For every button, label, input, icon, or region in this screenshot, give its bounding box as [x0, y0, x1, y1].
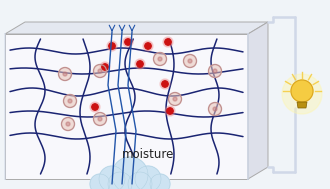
Circle shape	[282, 74, 322, 114]
Circle shape	[169, 92, 182, 105]
Circle shape	[135, 59, 145, 69]
Circle shape	[98, 117, 102, 121]
Text: moisture: moisture	[122, 148, 174, 161]
Circle shape	[112, 157, 148, 189]
Circle shape	[107, 41, 117, 51]
Circle shape	[143, 41, 153, 51]
Circle shape	[61, 118, 75, 130]
Circle shape	[90, 174, 110, 189]
Circle shape	[99, 166, 125, 189]
Circle shape	[68, 99, 72, 103]
Circle shape	[162, 81, 168, 87]
Circle shape	[108, 172, 132, 189]
Circle shape	[128, 172, 152, 189]
Circle shape	[125, 39, 131, 45]
Circle shape	[158, 57, 162, 61]
Circle shape	[100, 62, 110, 72]
Circle shape	[165, 106, 175, 116]
Polygon shape	[5, 22, 268, 34]
Circle shape	[209, 102, 221, 115]
Circle shape	[165, 39, 171, 45]
Circle shape	[209, 64, 221, 77]
Circle shape	[291, 80, 313, 102]
Circle shape	[123, 37, 133, 47]
Circle shape	[90, 102, 100, 112]
Polygon shape	[297, 102, 307, 108]
Circle shape	[109, 43, 115, 49]
Circle shape	[93, 64, 107, 77]
Circle shape	[102, 64, 108, 70]
Circle shape	[63, 72, 67, 76]
Circle shape	[145, 43, 151, 49]
Circle shape	[135, 166, 161, 189]
Circle shape	[213, 107, 217, 111]
Circle shape	[188, 59, 192, 63]
Circle shape	[160, 79, 170, 89]
Circle shape	[167, 108, 173, 114]
Circle shape	[98, 69, 102, 73]
Polygon shape	[5, 34, 248, 179]
Circle shape	[150, 174, 170, 189]
Circle shape	[137, 61, 143, 67]
Circle shape	[173, 97, 177, 101]
Circle shape	[63, 94, 77, 108]
Circle shape	[183, 54, 196, 67]
Circle shape	[66, 122, 70, 126]
Circle shape	[163, 37, 173, 47]
Circle shape	[58, 67, 72, 81]
Polygon shape	[248, 22, 268, 179]
Circle shape	[153, 53, 167, 66]
Circle shape	[213, 69, 217, 73]
Circle shape	[93, 112, 107, 125]
Circle shape	[92, 104, 98, 110]
